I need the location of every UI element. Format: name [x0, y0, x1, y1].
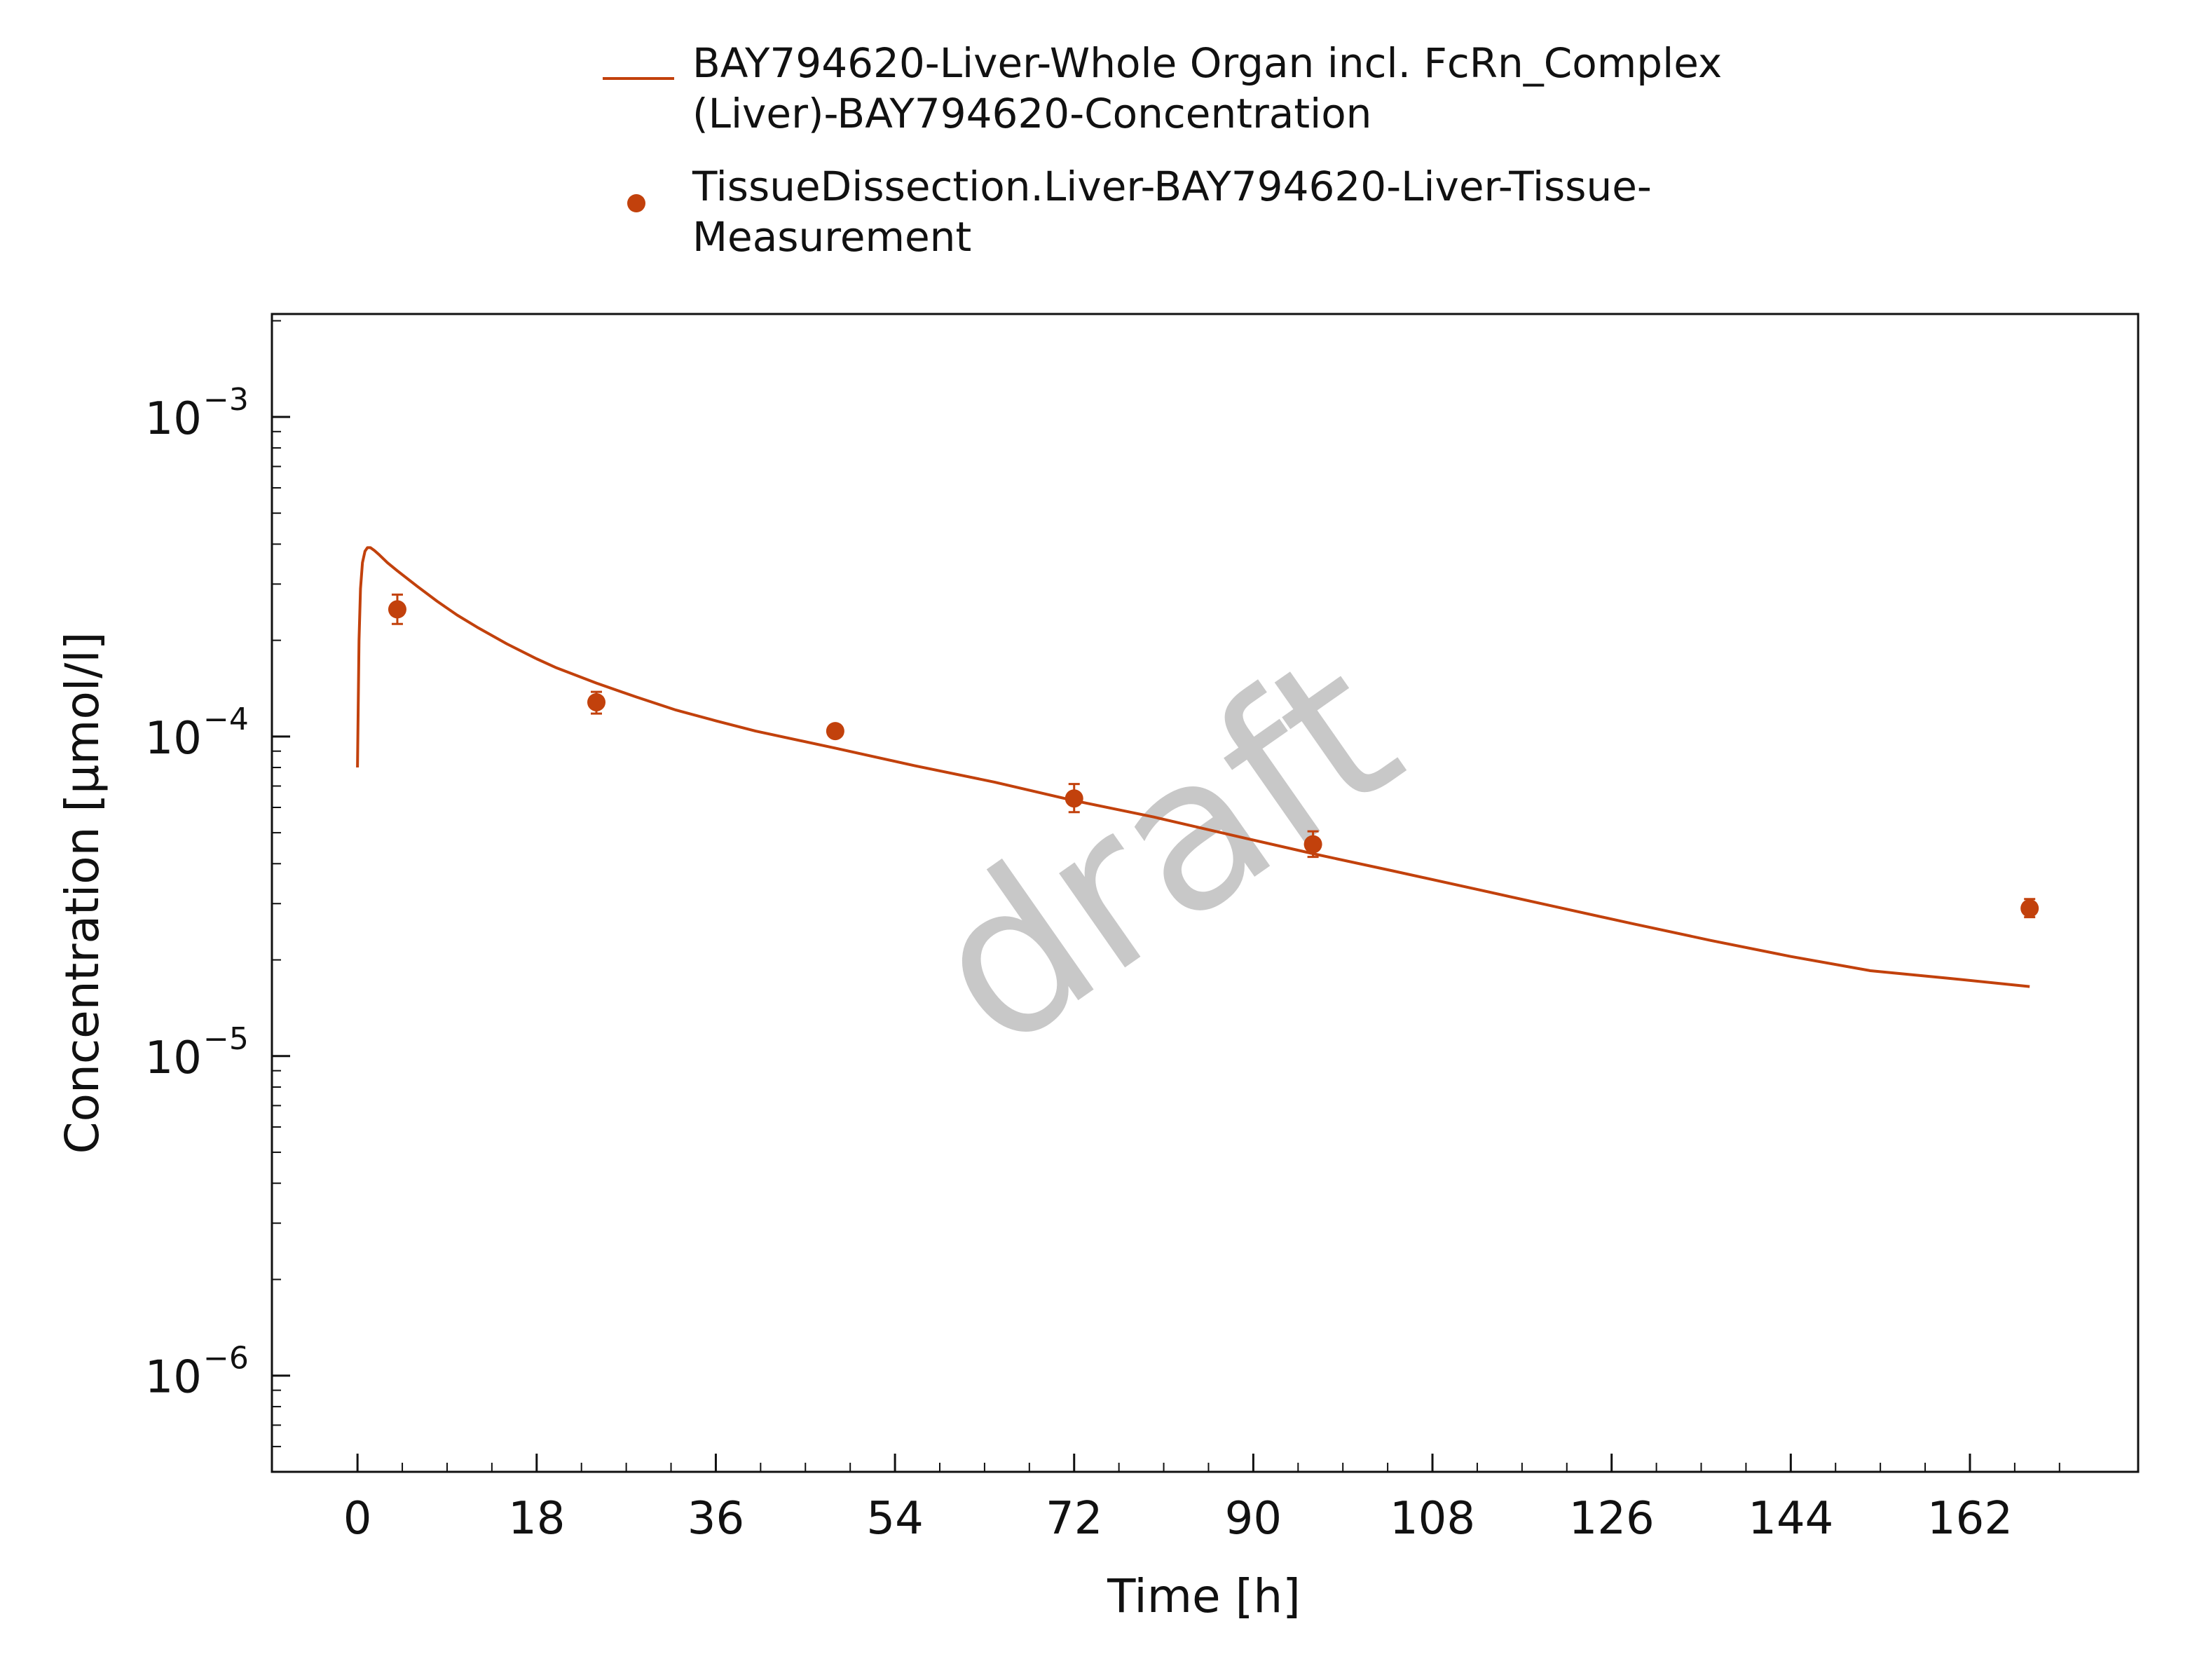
legend-marker-swatch: [627, 194, 645, 212]
draft-watermark: draft: [888, 608, 1439, 1095]
x-tick-label: 162: [1927, 1493, 2013, 1545]
watermark: draft: [888, 608, 1439, 1095]
x-tick-label: 126: [1569, 1493, 1655, 1545]
measurement-marker: [388, 600, 406, 619]
measurement-point: [1065, 783, 1083, 814]
measurement-point: [2020, 898, 2039, 919]
x-axis: 0 18 36 54 72 90 108 126 144 162: [343, 1454, 2060, 1545]
legend: BAY794620-Liver-Whole Organ incl. FcRn_C…: [603, 39, 1722, 261]
x-tick-label: 0: [343, 1493, 372, 1545]
measurement-marker: [1065, 789, 1083, 808]
legend-label-scatter-1: TissueDissection.Liver-BAY794620-Liver-T…: [692, 163, 1652, 210]
x-axis-label: Time [h]: [1107, 1569, 1301, 1623]
measurement-point: [826, 722, 844, 741]
x-tick-label: 54: [866, 1493, 923, 1545]
legend-label-scatter-2: Measurement: [692, 213, 971, 261]
x-tick-label: 18: [508, 1493, 565, 1545]
measurement-marker: [587, 692, 606, 711]
measurement-marker: [826, 722, 844, 741]
measurement-point: [388, 593, 406, 625]
y-tick-exponent: −3: [203, 382, 249, 418]
y-tick-exponent: −6: [203, 1341, 249, 1377]
legend-label-line-1: BAY794620-Liver-Whole Organ incl. FcRn_C…: [692, 39, 1722, 87]
measurement-marker: [2020, 899, 2039, 917]
y-tick-exponent: −5: [203, 1021, 249, 1057]
x-tick-label: 144: [1748, 1493, 1833, 1545]
x-tick-label: 72: [1046, 1493, 1102, 1545]
measurement-point: [587, 690, 606, 715]
x-tick-label: 108: [1390, 1493, 1475, 1545]
y-tick-label: 10: [145, 393, 202, 445]
series-layer: [356, 546, 2039, 988]
x-tick-label: 90: [1225, 1493, 1282, 1545]
y-tick-label: 10: [145, 713, 202, 765]
plot-area: [271, 313, 2140, 1473]
y-tick-exponent: −4: [203, 702, 249, 737]
y-axis: 10−610−510−410−3: [145, 320, 290, 1473]
y-axis-label: Concentration [µmol/l]: [55, 632, 109, 1154]
measurement-marker: [1303, 835, 1322, 854]
legend-label-line-2: (Liver)-BAY794620-Concentration: [692, 90, 1371, 137]
x-tick-label: 36: [687, 1493, 744, 1545]
y-tick-label: 10: [145, 1032, 202, 1084]
measurement-point: [1303, 830, 1322, 859]
simulation-line: [356, 546, 2030, 988]
y-tick-label: 10: [145, 1352, 202, 1404]
